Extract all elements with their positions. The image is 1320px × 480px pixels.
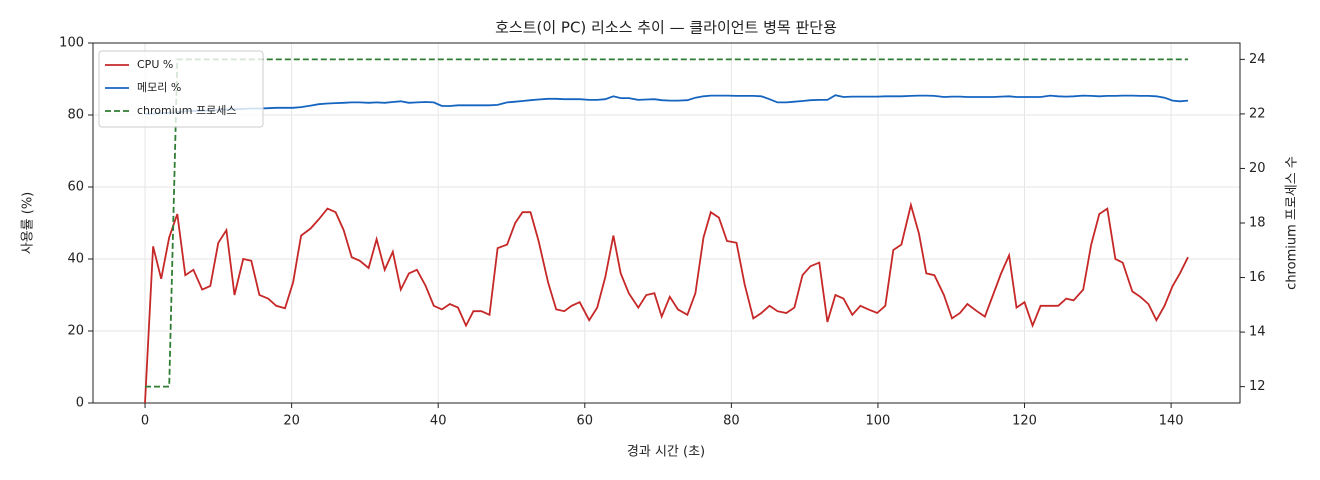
y-tick-label: 40 (67, 252, 84, 267)
y2-tick-label: 18 (1249, 216, 1266, 231)
chart-title: 호스트(이 PC) 리소스 추이 — 클라이언트 병목 판단용 (495, 19, 837, 37)
y2-tick-label: 20 (1249, 161, 1266, 176)
y-tick-label: 60 (67, 180, 84, 195)
legend: CPU % 메모리 % chromium 프로세스 (98, 50, 264, 128)
y-tick-label: 0 (76, 396, 84, 411)
y-axis-label: 사용률 (%) (21, 192, 36, 255)
legend-label: CPU % (137, 58, 173, 71)
y2-tick-label: 22 (1249, 106, 1266, 121)
y2-tick-label: 14 (1249, 325, 1266, 340)
y2-tick-label: 24 (1249, 52, 1266, 67)
series-line (144, 201, 1189, 404)
y-tick-label: 20 (67, 324, 84, 339)
x-tick-label: 120 (1012, 414, 1037, 429)
y2-tick-label: 16 (1249, 270, 1266, 285)
legend-label: chromium 프로세스 (137, 104, 236, 117)
x-tick-label: 0 (141, 414, 149, 429)
legend-label: 메모리 % (137, 81, 181, 94)
x-tick-label: 80 (723, 414, 740, 429)
x-axis-label: 경과 시간 (초) (627, 445, 705, 460)
legend-box (98, 50, 264, 128)
y2-tick-label: 12 (1249, 379, 1266, 394)
x-tick-label: 20 (283, 414, 300, 429)
x-tick-label: 40 (430, 414, 447, 429)
series-line (144, 94, 1189, 115)
y2-axis-label: chromium 프로세스 수 (1285, 156, 1300, 290)
series-line (145, 58, 1188, 388)
y-tick-label: 100 (59, 36, 84, 51)
x-tick-label: 140 (1159, 414, 1184, 429)
x-tick-label: 60 (577, 414, 594, 429)
plot-frame (92, 42, 1241, 404)
y-tick-label: 80 (67, 108, 84, 123)
x-tick-label: 100 (866, 414, 891, 429)
